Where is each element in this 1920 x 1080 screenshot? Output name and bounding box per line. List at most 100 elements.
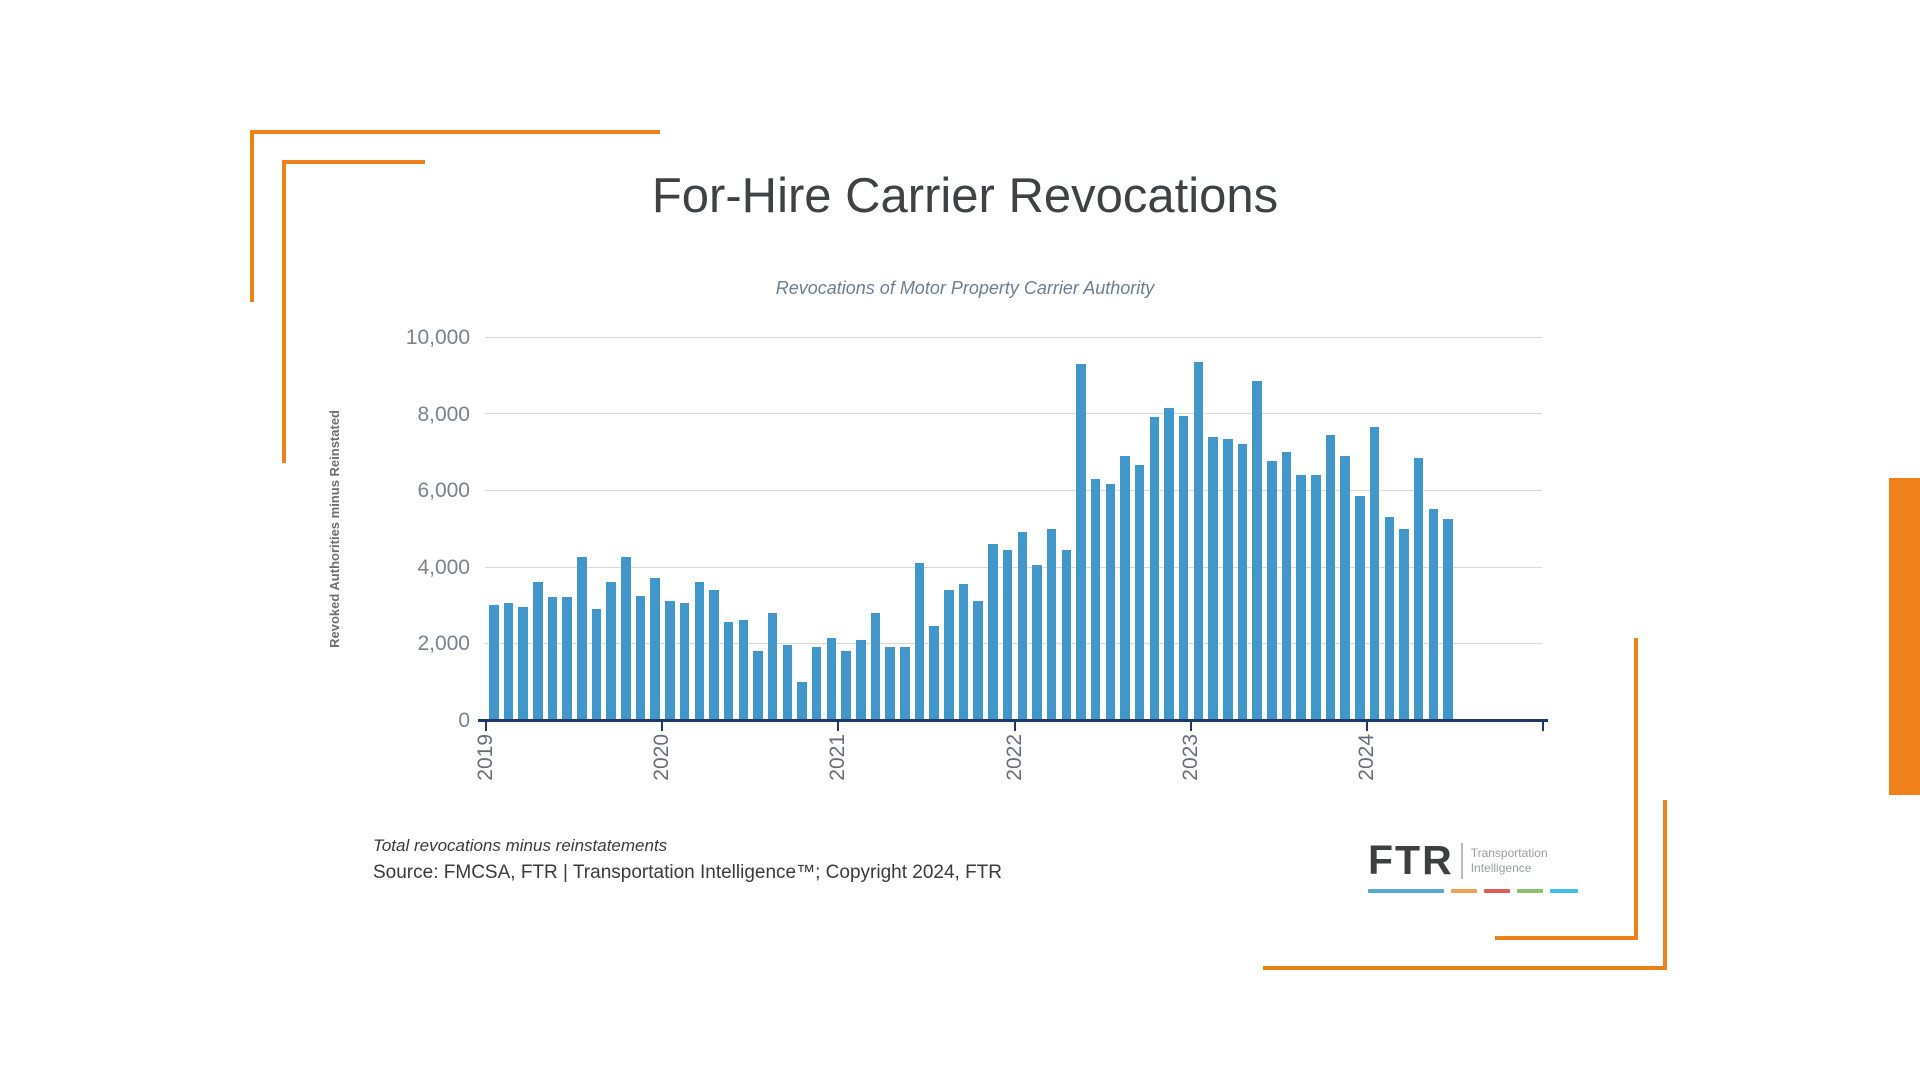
bar-month-49 (1208, 436, 1218, 720)
y-tick-label-2000: 2,000 (417, 632, 470, 655)
bar-month-60 (1369, 427, 1380, 720)
bar-month-41 (1090, 478, 1101, 720)
logo-dash-0 (1368, 889, 1444, 893)
bar-month-54 (1281, 451, 1292, 720)
bar-month-11 (650, 578, 660, 720)
bar-month-26 (870, 612, 881, 720)
bar-month-20 (782, 645, 793, 720)
x-year-label-2024: 2024 (1354, 734, 1378, 781)
x-year-label-2021: 2021 (826, 734, 850, 781)
y-tick-label-8000: 8,000 (417, 403, 470, 426)
bar-month-13 (679, 603, 690, 720)
bar-month-30 (929, 626, 939, 720)
y-axis-title: Revoked Authorities minus Reinstated (326, 409, 342, 648)
bar-month-27 (885, 647, 895, 720)
bar-month-62 (1399, 528, 1409, 720)
bar-month-21 (797, 681, 807, 720)
bar-month-1 (503, 603, 514, 720)
corner-bracket-top-left-inner (282, 160, 425, 463)
bar-month-25 (856, 639, 866, 720)
y-tick-label-10000: 10,000 (405, 326, 470, 349)
bar-month-28 (900, 647, 910, 720)
gridline-2000 (485, 643, 1542, 644)
bar-month-7 (591, 608, 602, 720)
corner-bracket-top-left-outer (250, 130, 660, 302)
x-tick-2020 (661, 722, 664, 731)
logo-dash-2 (1484, 889, 1510, 893)
corner-bracket-bottom-right-inner (1495, 638, 1638, 940)
x-tick-2022 (1013, 722, 1016, 731)
bar-month-0 (489, 605, 499, 720)
bar-chart-plot-area (485, 337, 1542, 720)
logo-dash-3 (1517, 889, 1543, 893)
bar-month-4 (547, 597, 558, 720)
x-tick-2023 (1189, 722, 1192, 731)
ftr-logo-divider (1460, 842, 1463, 879)
bar-month-2 (518, 607, 528, 720)
bar-month-14 (694, 582, 705, 720)
bar-month-57 (1325, 434, 1336, 720)
bar-month-48 (1193, 361, 1204, 720)
bar-month-37 (1032, 564, 1042, 720)
bar-month-47 (1178, 415, 1189, 720)
bar-month-50 (1223, 438, 1233, 720)
bar-month-63 (1413, 457, 1424, 720)
bar-month-53 (1267, 461, 1277, 720)
x-year-label-2020: 2020 (650, 734, 674, 781)
bar-month-65 (1443, 518, 1453, 720)
bar-month-36 (1017, 532, 1027, 720)
chart-title: For-Hire Carrier Revocations (651, 169, 1279, 223)
bar-month-23 (826, 637, 837, 720)
bar-month-42 (1105, 484, 1116, 720)
bar-month-17 (738, 620, 749, 720)
bar-month-38 (1046, 528, 1057, 720)
x-year-label-2023: 2023 (1178, 734, 1202, 781)
bar-month-34 (988, 543, 998, 720)
bar-month-8 (606, 582, 616, 720)
bar-month-24 (841, 651, 851, 720)
bar-month-44 (1134, 465, 1145, 720)
bar-month-45 (1149, 417, 1160, 720)
bar-month-32 (958, 584, 969, 720)
bar-month-9 (621, 557, 631, 720)
gridline-6000 (485, 490, 1542, 491)
ftr-logo: FTR Transportation Intelligence (1368, 840, 1578, 893)
bar-month-59 (1355, 495, 1365, 720)
gridline-4000 (485, 567, 1542, 568)
x-tick-2024 (1365, 722, 1368, 731)
bar-month-31 (944, 589, 954, 720)
bar-month-18 (753, 651, 763, 720)
bar-month-29 (914, 562, 925, 720)
bar-month-58 (1340, 455, 1350, 720)
ftr-logo-wordmark: FTR (1368, 837, 1454, 883)
y-tick-label-6000: 6,000 (417, 479, 470, 502)
bar-month-5 (562, 597, 572, 720)
bar-month-12 (665, 601, 675, 720)
footnote-definition: Total revocations minus reinstatements (373, 836, 668, 855)
ftr-logo-color-dashes (1368, 889, 1578, 893)
logo-dash-4 (1550, 889, 1578, 893)
bar-month-3 (533, 582, 543, 720)
y-tick-label-4000: 4,000 (417, 556, 470, 579)
bar-month-22 (811, 647, 822, 720)
y-tick-label-0: 0 (458, 709, 470, 732)
bar-month-40 (1076, 363, 1086, 720)
x-year-label-2019: 2019 (474, 734, 497, 781)
bar-month-10 (635, 595, 646, 720)
right-edge-accent-bar (1889, 478, 1920, 795)
footnote-source: Source: FMCSA, FTR | Transportation Inte… (373, 862, 1003, 883)
bar-month-19 (767, 612, 778, 720)
bar-month-33 (973, 601, 983, 720)
x-year-label-2022: 2022 (1002, 734, 1026, 781)
x-tick-axis-end (1542, 722, 1544, 731)
ftr-logo-tagline: Transportation Intelligence (1470, 845, 1548, 875)
x-axis-line (478, 719, 1548, 722)
x-tick-2019 (485, 722, 487, 731)
bar-month-6 (577, 557, 587, 720)
ftr-logo-row: FTR Transportation Intelligence (1368, 840, 1578, 881)
bar-month-16 (723, 622, 734, 720)
bar-month-61 (1384, 517, 1394, 720)
bar-month-51 (1237, 444, 1248, 720)
corner-bracket-bottom-right-outer (1263, 800, 1667, 970)
